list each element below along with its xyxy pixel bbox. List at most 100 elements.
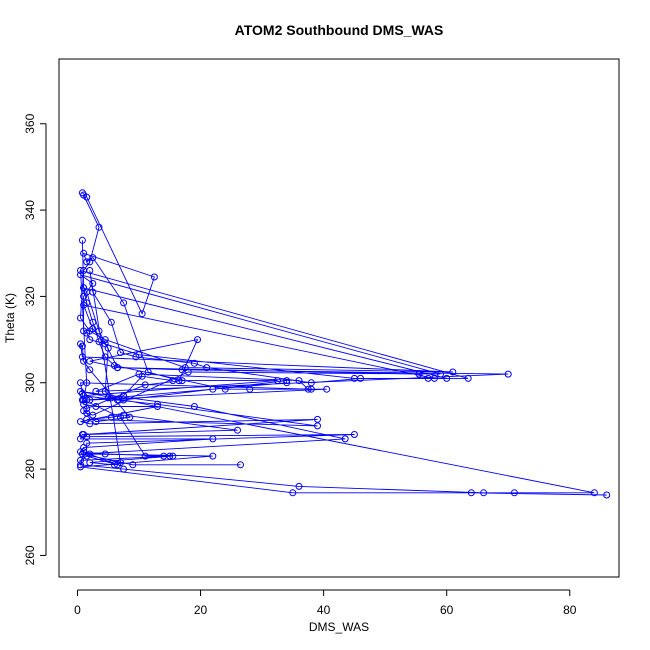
- data-point: [443, 374, 451, 382]
- data-point: [190, 359, 198, 367]
- data-point: [77, 271, 84, 279]
- data-point: [101, 353, 109, 361]
- data-point: [80, 249, 88, 257]
- data-point: [295, 377, 303, 385]
- data-point: [89, 325, 97, 333]
- data-point: [77, 448, 84, 456]
- y-tick-label: 280: [23, 459, 37, 479]
- data-point: [169, 452, 177, 460]
- data-point: [83, 405, 91, 413]
- data-point: [120, 392, 128, 400]
- data-point: [415, 370, 423, 378]
- data-point: [437, 370, 444, 378]
- data-point: [77, 340, 84, 348]
- data-point: [95, 223, 103, 231]
- data-point: [283, 379, 291, 387]
- data-point: [80, 396, 88, 404]
- data-point: [169, 377, 177, 385]
- data-point: [117, 349, 124, 356]
- data-point: [92, 387, 100, 395]
- data-point: [83, 439, 91, 447]
- data-point: [104, 344, 112, 352]
- data-point: [129, 461, 137, 469]
- data-point: [307, 379, 315, 387]
- series-line-3: [80, 240, 469, 466]
- data-point: [95, 338, 103, 346]
- data-point: [86, 267, 94, 274]
- plot-frame: [58, 58, 620, 578]
- data-point: [83, 329, 91, 337]
- series-points: [77, 189, 611, 499]
- series-line-2: [79, 192, 595, 494]
- data-point: [323, 385, 331, 393]
- data-point: [92, 418, 100, 426]
- data-point: [274, 377, 281, 385]
- data-point: [83, 258, 91, 266]
- data-point: [289, 489, 297, 497]
- data-point: [160, 452, 168, 460]
- x-axis: 0 20 40 60 80: [74, 589, 577, 617]
- data-point: [89, 288, 97, 296]
- series-lines: [78, 192, 607, 496]
- data-point: [107, 413, 115, 421]
- data-point: [154, 403, 161, 410]
- data-point: [114, 396, 121, 404]
- chart-title: ATOM2 Southbound DMS_WAS: [235, 22, 444, 38]
- data-point: [86, 366, 94, 374]
- data-point: [480, 489, 488, 497]
- data-point: [138, 310, 146, 318]
- data-point: [78, 450, 86, 458]
- x-tick-label: 20: [194, 603, 208, 617]
- x-axis-label: DMS_WAS: [309, 620, 369, 634]
- data-point: [86, 357, 94, 365]
- data-point: [357, 374, 364, 382]
- data-point: [449, 368, 457, 376]
- data-point: [101, 387, 109, 395]
- data-point: [150, 273, 158, 281]
- data-point: [78, 353, 86, 361]
- data-point: [246, 385, 254, 393]
- data-point: [77, 461, 84, 469]
- y-axis: 260 280 300 320 340 360: [23, 113, 47, 565]
- data-point: [203, 364, 211, 372]
- x-tick-label: 60: [440, 603, 454, 617]
- data-point: [77, 314, 84, 322]
- x-tick-label: 40: [317, 603, 331, 617]
- data-point: [95, 327, 103, 335]
- data-point: [467, 489, 475, 497]
- data-point: [126, 413, 134, 421]
- data-point: [209, 385, 217, 393]
- data-point: [430, 374, 438, 382]
- data-point: [89, 254, 97, 262]
- data-point: [350, 431, 358, 438]
- data-point: [221, 385, 229, 393]
- data-point: [77, 267, 84, 274]
- data-point: [114, 364, 121, 372]
- data-point: [178, 377, 186, 385]
- data-point: [314, 422, 321, 430]
- data-point: [80, 301, 88, 309]
- data-point: [304, 385, 312, 393]
- data-point: [154, 400, 161, 408]
- data-point: [590, 489, 598, 497]
- data-point: [101, 336, 109, 344]
- data-point: [77, 387, 84, 395]
- data-point: [83, 193, 91, 201]
- data-point: [141, 381, 149, 389]
- data-point: [510, 489, 518, 497]
- data-point: [138, 372, 146, 380]
- data-point: [132, 353, 140, 361]
- data-point: [178, 366, 186, 374]
- data-point: [603, 491, 611, 499]
- y-tick-label: 360: [23, 113, 37, 133]
- data-point: [237, 461, 244, 469]
- data-point: [92, 403, 100, 410]
- data-point: [107, 394, 115, 402]
- data-point: [194, 336, 201, 344]
- data-point: [341, 435, 349, 443]
- data-point: [184, 368, 192, 376]
- data-point: [101, 450, 109, 458]
- data-point: [120, 465, 128, 473]
- data-point: [283, 377, 291, 385]
